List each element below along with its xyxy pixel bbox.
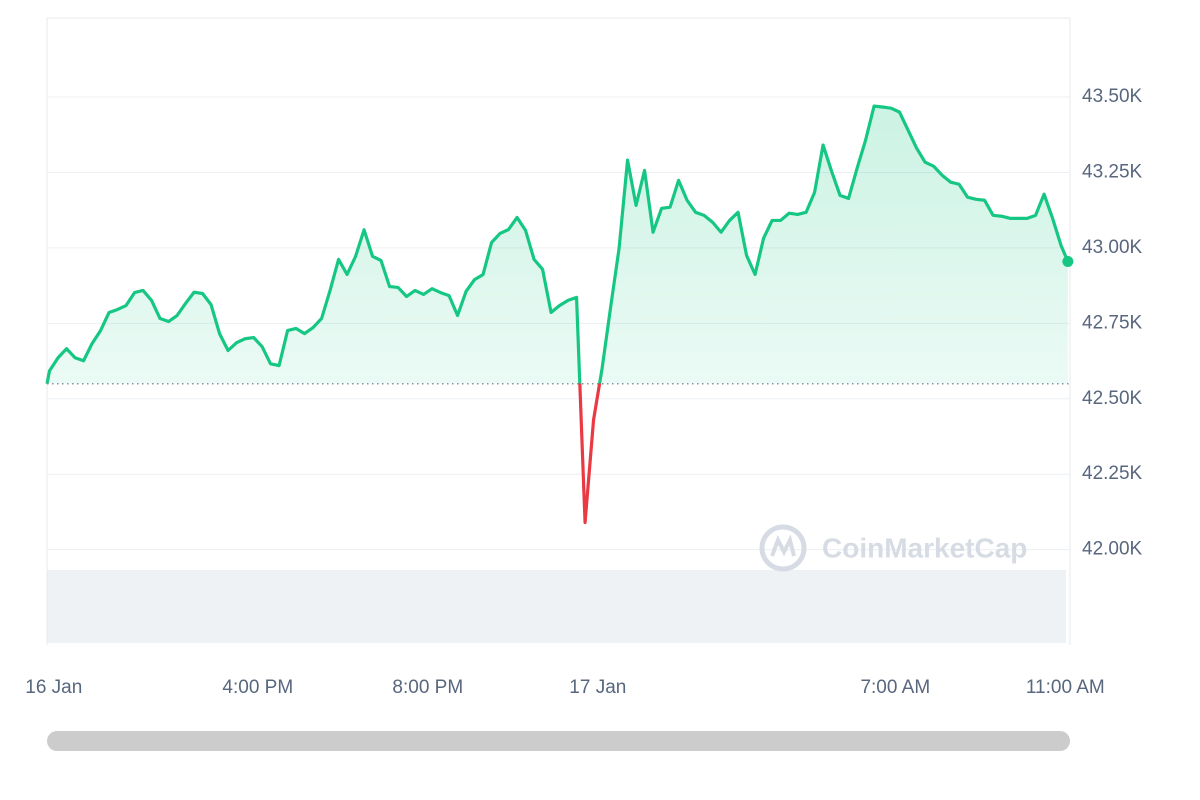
x-tick-label: 17 Jan [569,677,626,698]
y-tick-label: 43.50K [1082,86,1143,107]
volume-area [47,570,1066,643]
price-line [45,104,1070,525]
x-tick-label: 4:00 PM [222,677,293,698]
y-tick-label: 43.25K [1082,162,1143,183]
y-tick-label: 42.00K [1082,539,1143,560]
y-tick-label: 42.75K [1082,312,1143,333]
watermark-logo [759,524,807,572]
y-tick-label: 42.25K [1082,463,1143,484]
x-tick-label: 16 Jan [25,677,82,698]
watermark-text: CoinMarketCap [822,532,1027,563]
last-price-dot [1062,255,1074,267]
x-tick-label: 11:00 AM [1026,677,1105,698]
y-tick-label: 42.50K [1082,388,1143,409]
watermark: CoinMarketCap [759,524,1027,572]
y-tick-label: 43.00K [1082,237,1143,258]
price-area [47,106,1068,384]
scrollbar[interactable] [47,731,1070,751]
x-tick-label: 8:00 PM [392,677,463,698]
x-tick-label: 7:00 AM [860,677,930,698]
watermark-logo-mark [770,534,796,557]
